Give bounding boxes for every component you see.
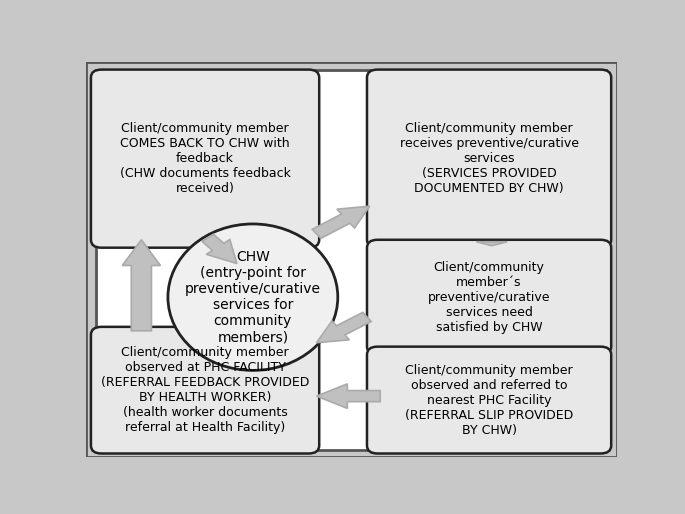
FancyBboxPatch shape bbox=[367, 346, 611, 453]
FancyBboxPatch shape bbox=[367, 240, 611, 355]
Text: Client/community member
observed at PHC FACILITY
(REFERRAL FEEDBACK PROVIDED
BY : Client/community member observed at PHC … bbox=[101, 346, 309, 434]
Polygon shape bbox=[202, 234, 237, 264]
FancyBboxPatch shape bbox=[96, 69, 606, 450]
FancyBboxPatch shape bbox=[91, 69, 319, 248]
Polygon shape bbox=[476, 242, 507, 246]
Polygon shape bbox=[312, 206, 370, 238]
Text: Client/community member
receives preventive/curative
services
(SERVICES PROVIDED: Client/community member receives prevent… bbox=[399, 122, 579, 195]
Polygon shape bbox=[122, 240, 160, 331]
FancyBboxPatch shape bbox=[367, 69, 611, 248]
FancyBboxPatch shape bbox=[91, 327, 319, 453]
Text: Client/community member
observed and referred to
nearest PHC Facility
(REFERRAL : Client/community member observed and ref… bbox=[405, 363, 573, 436]
Polygon shape bbox=[316, 384, 380, 409]
Text: Client/community
member´s
preventive/curative
services need
satisfied by CHW: Client/community member´s preventive/cur… bbox=[428, 261, 550, 334]
Text: CHW
(entry-point for
preventive/curative
services for
community
members): CHW (entry-point for preventive/curative… bbox=[185, 250, 321, 345]
Ellipse shape bbox=[168, 224, 338, 371]
Polygon shape bbox=[316, 313, 371, 343]
Text: Client/community member
COMES BACK TO CHW with
feedback
(CHW documents feedback
: Client/community member COMES BACK TO CH… bbox=[120, 122, 290, 195]
